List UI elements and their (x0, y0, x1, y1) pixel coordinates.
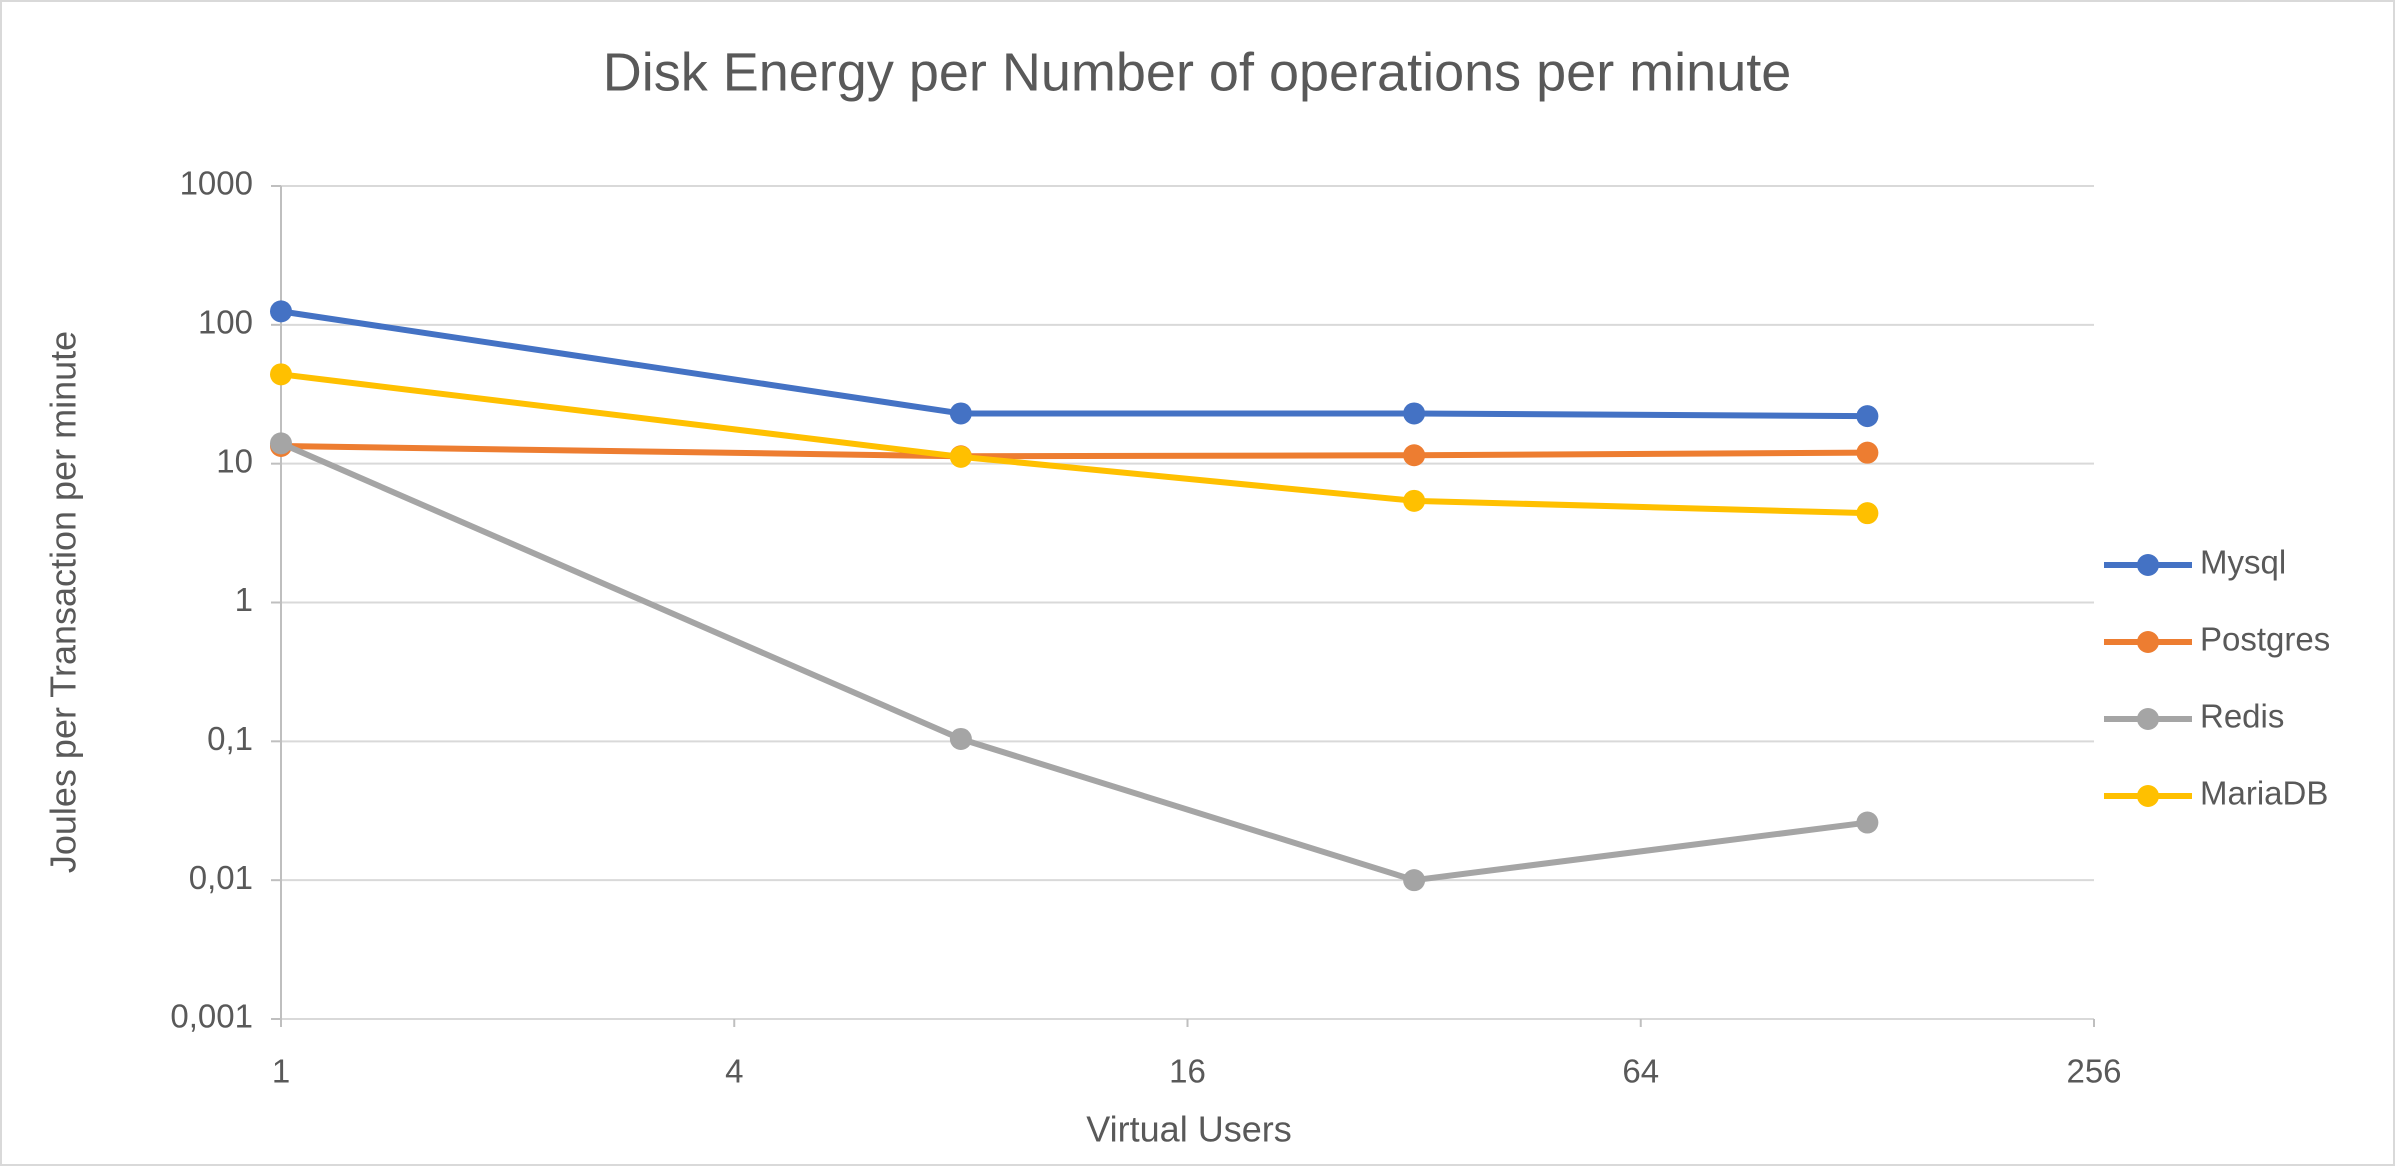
legend-marker (2137, 631, 2159, 653)
series-line (280, 308, 1868, 420)
data-point (1403, 402, 1426, 425)
x-tick-label: 4 (725, 1053, 743, 1090)
data-point (1856, 441, 1879, 464)
y-tick-label: 1 (235, 581, 253, 618)
y-tick-label: 0,01 (189, 859, 253, 896)
legend-marker (2137, 554, 2159, 576)
data-point (949, 727, 972, 750)
legend-marker (2137, 785, 2159, 807)
x-tick-label: 256 (2066, 1053, 2121, 1090)
series-line (280, 443, 1868, 460)
data-point (949, 445, 972, 468)
data-point (270, 432, 292, 455)
data-point (1403, 489, 1426, 512)
x-axis-label: Virtual Users (1086, 1109, 1291, 1150)
legend-label: Mysql (2200, 544, 2286, 581)
legend-marker (2137, 708, 2159, 730)
data-point (1856, 405, 1879, 428)
legend-label: Redis (2200, 698, 2284, 735)
data-point (270, 363, 292, 386)
x-tick-label: 1 (272, 1053, 290, 1090)
data-point (270, 300, 292, 323)
x-tick-label: 64 (1622, 1053, 1659, 1090)
y-axis-label: Joules per Transaction per minute (43, 331, 84, 873)
y-tick-label: 100 (198, 304, 253, 341)
data-point (1403, 869, 1426, 892)
y-tick-label: 0,001 (170, 998, 253, 1035)
x-tick-label: 16 (1169, 1053, 1206, 1090)
y-tick-label: 0,1 (207, 720, 253, 757)
y-tick-label: 1000 (180, 165, 253, 202)
data-point (1856, 811, 1879, 834)
chart-title: Disk Energy per Number of operations per… (603, 42, 1792, 102)
y-tick-label: 10 (216, 442, 253, 479)
legend-label: MariaDB (2200, 775, 2328, 812)
data-point (1403, 444, 1426, 467)
data-point (949, 402, 972, 425)
series-line (279, 440, 1868, 884)
data-point (1856, 502, 1879, 525)
series-line (280, 371, 1868, 517)
legend-label: Postgres (2200, 621, 2330, 658)
